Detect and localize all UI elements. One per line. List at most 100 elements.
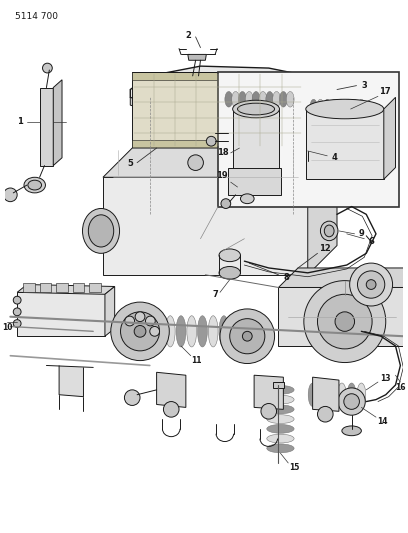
Ellipse shape bbox=[337, 99, 344, 113]
Ellipse shape bbox=[330, 99, 337, 113]
Text: 8: 8 bbox=[284, 273, 289, 282]
Ellipse shape bbox=[267, 385, 294, 394]
Text: 4: 4 bbox=[331, 154, 337, 162]
Ellipse shape bbox=[237, 103, 275, 115]
Circle shape bbox=[13, 320, 21, 327]
Ellipse shape bbox=[320, 221, 338, 241]
Bar bbox=[132, 140, 303, 148]
Circle shape bbox=[188, 155, 204, 171]
Bar bbox=[273, 382, 284, 388]
Ellipse shape bbox=[267, 434, 294, 443]
Ellipse shape bbox=[347, 383, 356, 407]
Circle shape bbox=[135, 312, 145, 321]
Ellipse shape bbox=[267, 395, 294, 404]
Polygon shape bbox=[105, 287, 115, 336]
Circle shape bbox=[298, 132, 317, 151]
Circle shape bbox=[221, 199, 231, 208]
Ellipse shape bbox=[219, 266, 240, 279]
Ellipse shape bbox=[328, 383, 337, 407]
Polygon shape bbox=[313, 377, 339, 411]
Ellipse shape bbox=[232, 92, 239, 107]
Text: 2: 2 bbox=[186, 31, 192, 41]
Bar bbox=[132, 72, 303, 80]
Polygon shape bbox=[59, 366, 84, 397]
Text: 12: 12 bbox=[319, 244, 331, 253]
Circle shape bbox=[13, 296, 21, 304]
Bar bbox=[228, 167, 282, 195]
Text: 14: 14 bbox=[377, 417, 388, 425]
Bar bbox=[103, 177, 308, 275]
Polygon shape bbox=[132, 148, 327, 177]
Bar bbox=[40, 282, 51, 292]
Ellipse shape bbox=[267, 424, 294, 433]
Ellipse shape bbox=[28, 180, 42, 190]
Ellipse shape bbox=[24, 177, 45, 193]
Ellipse shape bbox=[144, 316, 154, 347]
Bar bbox=[306, 109, 384, 179]
Circle shape bbox=[366, 280, 376, 289]
Polygon shape bbox=[315, 95, 371, 128]
Ellipse shape bbox=[310, 99, 317, 113]
Ellipse shape bbox=[176, 316, 186, 347]
Polygon shape bbox=[384, 98, 395, 179]
Ellipse shape bbox=[344, 99, 351, 113]
Circle shape bbox=[124, 390, 140, 406]
Ellipse shape bbox=[89, 215, 114, 247]
Text: 9: 9 bbox=[359, 229, 364, 238]
Circle shape bbox=[4, 188, 17, 201]
Circle shape bbox=[230, 319, 265, 354]
Circle shape bbox=[111, 302, 169, 361]
Ellipse shape bbox=[187, 316, 197, 347]
Ellipse shape bbox=[252, 92, 260, 107]
Polygon shape bbox=[188, 54, 206, 60]
Ellipse shape bbox=[358, 99, 365, 113]
Bar bbox=[89, 282, 101, 292]
Polygon shape bbox=[279, 268, 408, 287]
Ellipse shape bbox=[273, 92, 280, 107]
Ellipse shape bbox=[324, 99, 330, 113]
Polygon shape bbox=[17, 285, 115, 294]
Ellipse shape bbox=[239, 92, 246, 107]
Circle shape bbox=[304, 281, 386, 362]
Ellipse shape bbox=[155, 316, 164, 347]
Ellipse shape bbox=[357, 383, 366, 407]
Circle shape bbox=[164, 401, 179, 417]
Ellipse shape bbox=[337, 383, 346, 407]
Bar bbox=[279, 287, 405, 346]
Ellipse shape bbox=[225, 92, 233, 107]
Circle shape bbox=[317, 407, 333, 422]
Text: 10: 10 bbox=[2, 323, 13, 332]
Circle shape bbox=[134, 326, 146, 337]
Ellipse shape bbox=[267, 405, 294, 414]
Circle shape bbox=[42, 63, 52, 73]
Text: 18: 18 bbox=[217, 148, 229, 157]
Polygon shape bbox=[157, 372, 186, 407]
Ellipse shape bbox=[324, 225, 334, 237]
Circle shape bbox=[350, 263, 392, 306]
Circle shape bbox=[146, 316, 155, 326]
Text: 17: 17 bbox=[379, 87, 390, 96]
Bar bbox=[40, 87, 53, 166]
Circle shape bbox=[120, 312, 160, 351]
Polygon shape bbox=[405, 268, 408, 346]
Polygon shape bbox=[254, 375, 284, 409]
Ellipse shape bbox=[351, 99, 358, 113]
Ellipse shape bbox=[318, 383, 327, 407]
Bar bbox=[56, 282, 68, 292]
Ellipse shape bbox=[82, 208, 120, 253]
Ellipse shape bbox=[267, 415, 294, 424]
Polygon shape bbox=[150, 78, 313, 107]
Ellipse shape bbox=[286, 92, 294, 107]
Text: 7: 7 bbox=[212, 290, 218, 299]
Text: 15: 15 bbox=[289, 463, 299, 472]
Bar bbox=[233, 109, 279, 172]
Ellipse shape bbox=[219, 316, 229, 347]
Polygon shape bbox=[130, 66, 337, 115]
Circle shape bbox=[317, 294, 372, 349]
Circle shape bbox=[242, 332, 252, 341]
Ellipse shape bbox=[259, 92, 267, 107]
Circle shape bbox=[150, 327, 160, 336]
Circle shape bbox=[357, 271, 385, 298]
Bar bbox=[23, 282, 35, 292]
Polygon shape bbox=[130, 90, 337, 119]
